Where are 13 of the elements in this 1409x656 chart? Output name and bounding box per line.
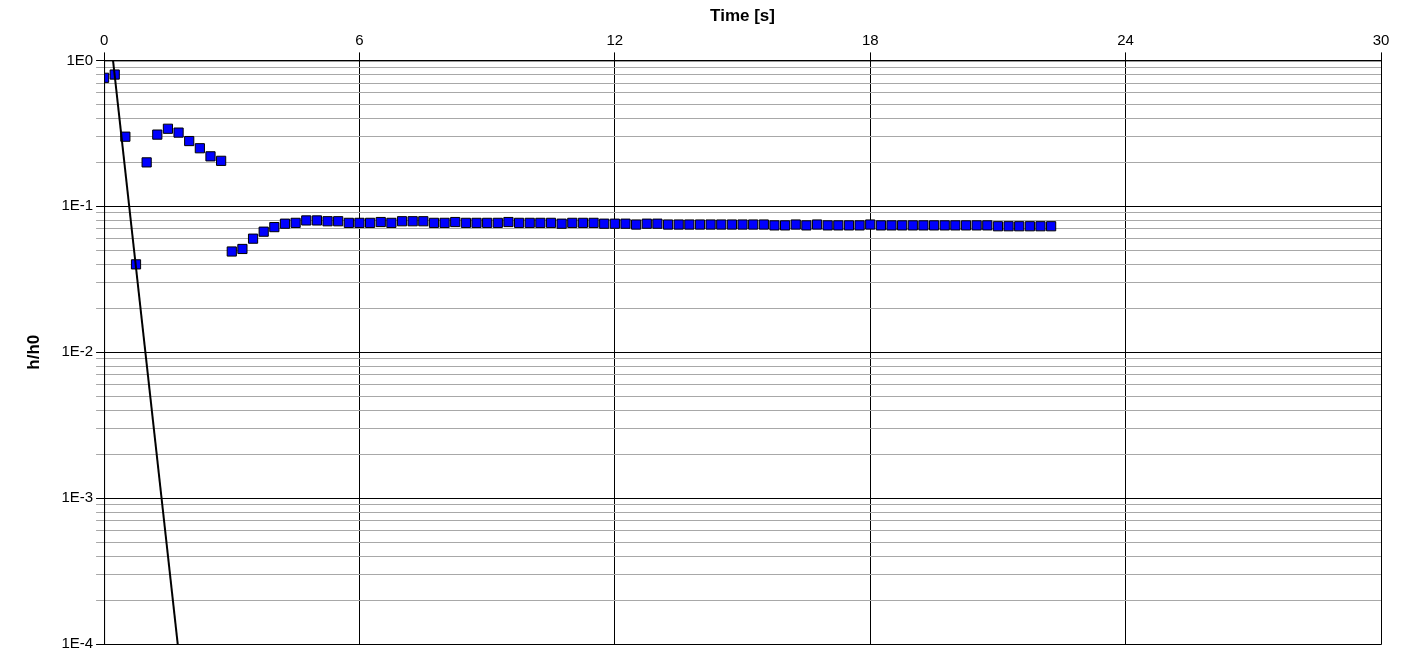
x-tick-label: 18 [861, 30, 879, 48]
y-tick-label: 1E-1 [61, 196, 94, 214]
x-tick-label: 30 [1372, 30, 1390, 48]
x-axis-title: Time [s] [710, 5, 775, 25]
x-tick-label: 0 [99, 30, 109, 48]
x-tick-label: 6 [355, 30, 364, 48]
y-axis-title: h/h0 [23, 334, 43, 370]
x-tick-label: 24 [1117, 30, 1134, 48]
y-tick-label: 1E-4 [61, 634, 94, 652]
y-tick-label: 1E-3 [61, 488, 94, 506]
y-tick-label: 1E0 [66, 50, 94, 68]
y-tick-label: 1E-2 [61, 342, 94, 360]
x-tick-label: 12 [606, 30, 624, 48]
